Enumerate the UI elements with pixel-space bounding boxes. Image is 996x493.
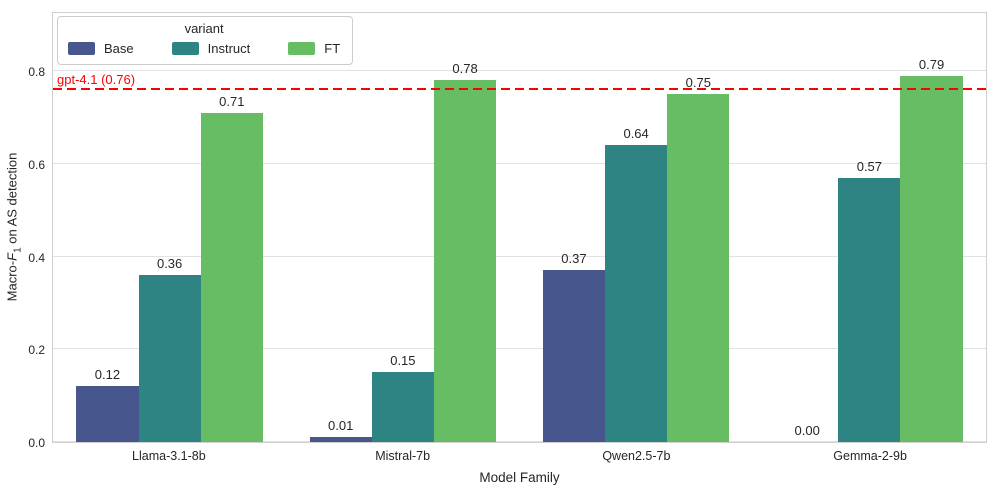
x-axis-ticks: Llama-3.1-8b Mistral-7b Qwen2.5-7b Gemma-2-… (52, 449, 987, 465)
x-tick-Llama-3.1-8b: Llama-3.1-8b (132, 449, 206, 463)
bar-instruct-Qwen2.5-7b: 0.64 (605, 126, 668, 442)
gridline-0.2 (53, 348, 986, 350)
y-tick-0.4: 0.4 (28, 250, 45, 265)
legend-entries: Base Instruct FT (68, 41, 340, 56)
bar-value-label: 0.01 (328, 418, 354, 434)
legend-label-base: Base (104, 41, 134, 56)
gridline-0.8 (53, 69, 986, 71)
gridline-0 (53, 441, 986, 442)
y-axis-ticks: 0.0 0.2 0.4 0.6 0.8 (0, 12, 45, 450)
bar-ft-Qwen2.5-7b: 0.75 (667, 75, 730, 442)
legend-swatch-instruct (171, 42, 199, 55)
bar-group-Gemma-2-9b: 0.00 0.57 0.79 (753, 13, 986, 442)
bar-value-label: 0.71 (219, 93, 245, 109)
bar-group-Llama-3.1-8b: 0.12 0.36 0.71 (53, 13, 286, 442)
bar-base-Mistral-7b: 0.01 (309, 418, 372, 442)
gridline-0.4 (53, 255, 986, 257)
bar-value-label: 0.57 (856, 158, 883, 174)
reference-line-label: gpt-4.1 (0.76) (57, 71, 136, 87)
legend-entry-base: Base (68, 41, 134, 56)
bar-instruct-Gemma-2-9b: 0.57 (838, 159, 901, 442)
bar-value-label: 0.15 (390, 353, 416, 369)
legend: variant Base Instruct FT (57, 16, 354, 65)
legend-swatch-ft (288, 42, 316, 55)
bar-value-label: 0.12 (94, 367, 121, 383)
bar-value-label: 0.36 (156, 256, 183, 272)
y-tick-0.0: 0.0 (28, 436, 45, 450)
bar-ft-Llama-3.1-8b: 0.71 (200, 94, 263, 442)
bar-base-Qwen2.5-7b: 0.37 (542, 251, 606, 442)
bar-value-label: 0.78 (452, 61, 478, 77)
gridline-0.6 (53, 162, 986, 164)
bar-ft-Mistral-7b: 0.78 (433, 61, 497, 442)
legend-entry-instruct: Instruct (171, 41, 251, 56)
legend-entry-ft: FT (288, 41, 340, 56)
bar-group-Qwen2.5-7b: 0.37 0.64 0.75 (520, 13, 753, 442)
bar-base-Llama-3.1-8b: 0.12 (76, 367, 139, 442)
plot-area: 0.12 0.36 0.71 0.01 0.15 0.78 0.37 0.64 0.75 0.00… (52, 12, 987, 443)
x-axis-label: Model Family (479, 470, 560, 485)
bar-value-label: 0.75 (685, 75, 711, 91)
legend-swatch-base (68, 42, 95, 55)
y-tick-0.2: 0.2 (28, 343, 45, 358)
bar-value-label: 0.37 (561, 251, 587, 267)
bar-value-label: 0.64 (623, 126, 649, 142)
y-tick-0.8: 0.8 (28, 64, 45, 79)
x-tick-Gemma-2-9b: Gemma-2-9b (833, 449, 907, 463)
legend-title: variant (184, 21, 224, 36)
bar-ft-Gemma-2-9b: 0.79 (900, 57, 963, 442)
legend-label-ft: FT (324, 41, 341, 56)
x-tick-Qwen2.5-7b: Qwen2.5-7b (602, 449, 671, 463)
y-tick-0.6: 0.6 (28, 157, 45, 172)
bar-instruct-Mistral-7b: 0.15 (371, 353, 434, 442)
legend-label-instruct: Instruct (207, 41, 251, 56)
bar-group-Mistral-7b: 0.01 0.15 0.78 (286, 13, 519, 442)
x-tick-Mistral-7b: Mistral-7b (375, 449, 431, 463)
bar-value-label: 0.79 (918, 56, 945, 72)
bar-instruct-Llama-3.1-8b: 0.36 (138, 256, 201, 442)
bar-value-label: 0.00 (794, 423, 820, 438)
reference-line (53, 87, 986, 90)
